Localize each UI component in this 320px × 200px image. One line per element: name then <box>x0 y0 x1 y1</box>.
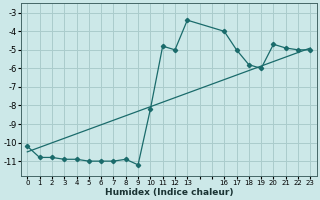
X-axis label: Humidex (Indice chaleur): Humidex (Indice chaleur) <box>105 188 233 197</box>
